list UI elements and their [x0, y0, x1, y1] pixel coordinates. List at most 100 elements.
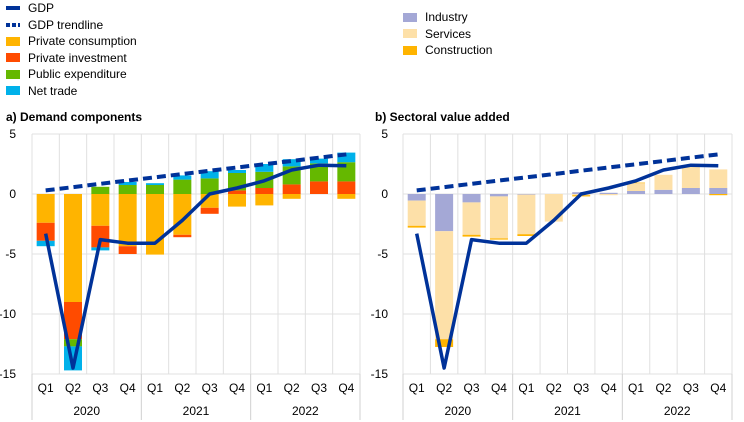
bar-private-consumption	[146, 194, 164, 255]
bar-public-expenditure	[200, 178, 219, 194]
bar-services	[462, 202, 481, 235]
bar-services	[435, 231, 454, 340]
legend-swatch	[403, 12, 417, 22]
y-tick-label: -10	[371, 307, 389, 321]
y-tick-label: -15	[0, 367, 16, 381]
bar-construction	[435, 339, 454, 347]
panel-a-title: a) Demand components	[6, 110, 143, 124]
bar-industry	[627, 191, 646, 194]
year-label: 2022	[664, 404, 691, 418]
bar-private-consumption	[91, 194, 110, 226]
x-tick-label: Q1	[409, 381, 425, 395]
bar-services	[489, 196, 508, 239]
bar-net-trade	[310, 158, 328, 164]
bar-construction	[489, 238, 508, 240]
bar-industry	[435, 194, 454, 232]
bar-services	[654, 174, 673, 190]
y-tick-label: -5	[377, 247, 388, 261]
legend-swatch	[6, 53, 20, 62]
bar-net-trade	[36, 240, 55, 247]
x-tick-label: Q2	[655, 381, 671, 395]
bar-net-trade	[228, 170, 246, 173]
x-tick-label: Q1	[628, 381, 644, 395]
x-tick-label: Q3	[683, 381, 699, 395]
x-tick-label: Q1	[518, 381, 534, 395]
bar-private-investment	[255, 188, 274, 194]
y-tick-label: 5	[9, 127, 16, 141]
bar-public-expenditure	[146, 185, 164, 194]
bar-private-investment	[228, 190, 246, 194]
x-tick-label: Q1	[256, 381, 272, 395]
legend-item: Net trade	[6, 83, 77, 99]
bar-industry	[654, 189, 673, 194]
year-label: 2021	[183, 404, 210, 418]
bar-private-investment	[36, 222, 55, 241]
x-tick-label: Q1	[38, 381, 54, 395]
bar-services	[681, 167, 700, 188]
x-tick-label: Q4	[710, 381, 726, 395]
gdp-trendline	[45, 152, 347, 193]
gdp-trendline	[416, 152, 719, 193]
legend-item: GDP trendline	[6, 17, 103, 33]
bar-private-investment	[337, 181, 356, 194]
y-tick-label: -5	[5, 247, 16, 261]
legend-swatch	[6, 36, 20, 46]
legend-swatch	[403, 29, 417, 38]
legend-label: Public expenditure	[28, 67, 127, 81]
legend-label: Private consumption	[28, 34, 137, 48]
panel-b-title: b) Sectoral value added	[375, 110, 510, 124]
bar-private-investment	[118, 246, 137, 254]
x-tick-label: Q4	[491, 381, 507, 395]
bar-public-expenditure	[310, 163, 328, 182]
x-tick-label: Q2	[284, 381, 300, 395]
bar-services	[709, 169, 728, 188]
legend-label: GDP trendline	[28, 17, 104, 32]
bar-industry	[407, 194, 426, 201]
legend-line-icon	[6, 22, 20, 27]
legend-item: Private consumption	[6, 33, 137, 49]
bar-net-trade	[282, 159, 301, 167]
bar-services	[544, 194, 563, 222]
x-tick-label: Q2	[65, 381, 81, 395]
bar-net-trade	[200, 171, 219, 179]
x-tick-label: Q3	[311, 381, 327, 395]
bar-private-investment	[200, 207, 219, 214]
legend-swatch	[403, 45, 417, 55]
bar-private-consumption	[282, 194, 301, 199]
x-tick-label: Q1	[147, 381, 163, 395]
bar-private-consumption	[64, 194, 82, 302]
bar-industry	[462, 194, 481, 203]
bar-public-expenditure	[91, 186, 110, 194]
year-label: 2022	[292, 404, 319, 418]
y-tick-label: 0	[381, 187, 388, 201]
bar-private-investment	[91, 225, 110, 248]
bar-construction	[462, 234, 481, 237]
legend-item: Services	[403, 26, 471, 42]
bar-net-trade	[146, 183, 164, 185]
bar-services	[627, 183, 646, 191]
bar-construction	[517, 234, 536, 236]
bar-private-investment	[310, 181, 328, 194]
bar-net-trade	[91, 247, 110, 251]
bar-net-trade	[255, 164, 274, 172]
x-tick-label: Q2	[436, 381, 452, 395]
year-label: 2020	[444, 404, 471, 418]
bar-public-expenditure	[64, 339, 82, 347]
bar-private-consumption	[36, 194, 55, 223]
x-tick-label: Q3	[573, 381, 589, 395]
bar-industry	[599, 192, 618, 194]
legend-label: Services	[425, 26, 472, 41]
legend-swatch	[6, 69, 20, 79]
x-tick-label: Q3	[92, 381, 108, 395]
bar-net-trade	[173, 175, 192, 180]
legend-swatch	[6, 86, 20, 95]
bar-industry	[517, 194, 536, 195]
x-tick-label: Q2	[546, 381, 562, 395]
bar-private-investment	[173, 234, 192, 238]
legend-label: GDP	[28, 1, 55, 15]
x-tick-label: Q4	[229, 381, 245, 395]
legend-item: Private investment	[6, 50, 127, 66]
year-label: 2021	[554, 404, 581, 418]
